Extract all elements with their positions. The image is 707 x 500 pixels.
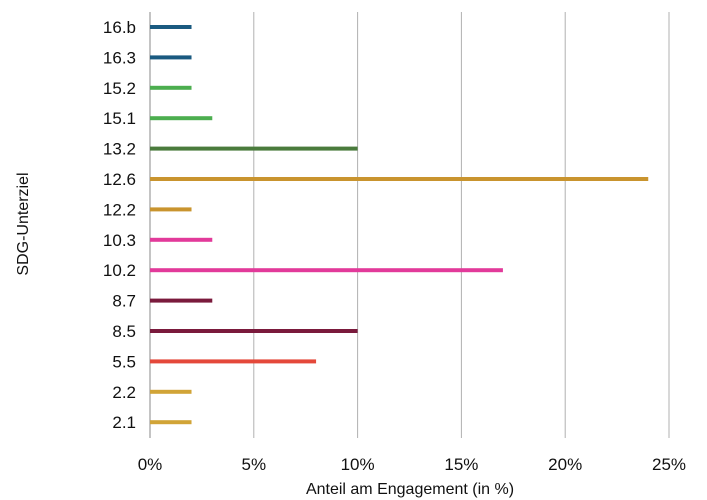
bar-10.3 [150, 237, 213, 242]
bar-15.1 [150, 116, 213, 121]
y-tick-label: 13.2 [103, 140, 136, 159]
x-tick-label: 0% [138, 455, 163, 474]
x-tick-label: 25% [652, 455, 686, 474]
y-tick-label: 8.7 [112, 292, 136, 311]
y-tick-label: 10.3 [103, 231, 136, 250]
x-tick-label: 15% [444, 455, 478, 474]
bar-12.2 [150, 207, 192, 212]
y-tick-label: 16.3 [103, 48, 136, 67]
bar-8.7 [150, 298, 213, 303]
bar-5.5 [150, 359, 317, 364]
bar-2.1 [150, 420, 192, 425]
x-axis-title: Anteil am Engagement (in %) [306, 481, 514, 498]
bar-16.3 [150, 55, 192, 60]
bar-13.2 [150, 146, 358, 151]
bar-16.b [150, 25, 192, 29]
bar-8.5 [150, 329, 358, 333]
x-tick-labels: 0% 5% 10% 15% 20% 25% [138, 455, 686, 474]
x-tick-label: 10% [341, 455, 375, 474]
bars [150, 25, 649, 425]
y-tick-label: 5.5 [112, 352, 136, 371]
bar-12.6 [150, 177, 649, 181]
gridlines [149, 12, 670, 438]
y-tick-label: 8.5 [112, 322, 136, 341]
x-tick-label: 20% [548, 455, 582, 474]
y-tick-label: 15.1 [103, 109, 136, 128]
bar-10.2 [150, 268, 503, 273]
y-tick-label: 2.2 [112, 383, 136, 402]
y-tick-label: 2.1 [112, 413, 136, 432]
bar-2.2 [150, 389, 192, 394]
y-tick-label: 16.b [103, 18, 136, 37]
y-axis-title: SDG-Unterziel [15, 172, 32, 275]
y-tick-label: 10.2 [103, 261, 136, 280]
x-tick-label: 5% [242, 455, 267, 474]
y-tick-label: 15.2 [103, 79, 136, 98]
bar-15.2 [150, 85, 192, 90]
y-tick-label: 12.2 [103, 200, 136, 219]
y-tick-labels: 16.b 16.3 15.2 15.1 13.2 12.6 12.2 10.3 10.2 8.7 8… [103, 18, 136, 432]
y-tick-label: 12.6 [103, 170, 136, 189]
